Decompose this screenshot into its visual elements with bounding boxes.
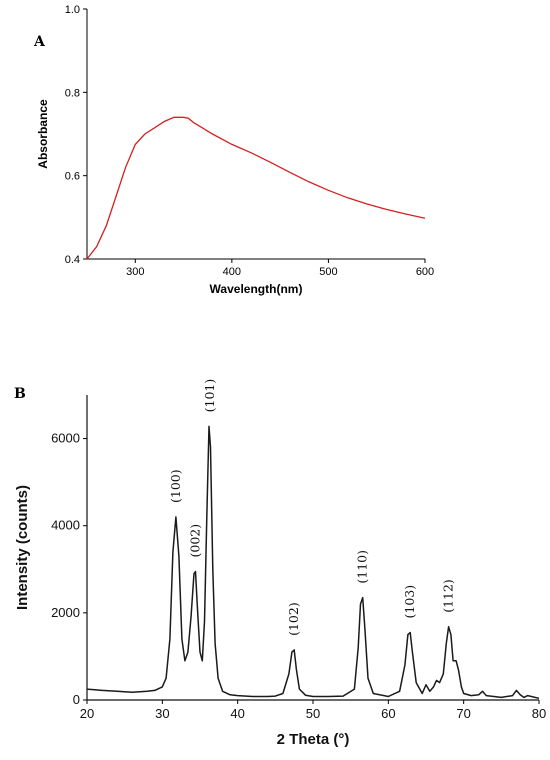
x-tick-label: 80 xyxy=(532,706,546,721)
peak-label: (103) xyxy=(402,585,417,619)
panel-b-label: B xyxy=(14,386,26,402)
x-tick-label: 600 xyxy=(416,266,434,278)
y-tick-label: 0 xyxy=(73,692,80,707)
peak-label: (100) xyxy=(168,469,183,503)
y-tick-label: 6000 xyxy=(51,431,80,446)
xrd-pattern-curve xyxy=(86,425,540,700)
xrd-x-ticks: 20 30 40 50 60 70 80 xyxy=(80,700,546,721)
xrd-peak-labels: (100) (002) (101) (102) (110) (103) (112) xyxy=(168,379,456,636)
y-tick-label: 0.8 xyxy=(65,87,80,99)
absorbance-curve xyxy=(86,116,426,260)
absorbance-x-axis-title: Wavelength(nm) xyxy=(210,282,303,296)
x-tick-label: 300 xyxy=(126,266,144,278)
x-tick-label: 400 xyxy=(223,266,241,278)
panel-a-label: A xyxy=(33,34,46,50)
xrd-y-axis-title: Intensity (counts) xyxy=(14,485,31,610)
x-tick-label: 20 xyxy=(80,706,94,721)
absorbance-y-ticks: 0.4 0.6 0.8 1.0 xyxy=(65,4,87,266)
absorbance-chart: 300 400 500 600 0.4 0.6 0.8 1.0 Wavelength(nm)… xyxy=(36,4,434,296)
y-tick-label: 0.6 xyxy=(65,171,80,183)
absorbance-y-axis-title: Absorbance xyxy=(36,99,50,169)
x-tick-label: 60 xyxy=(381,706,395,721)
x-tick-label: 500 xyxy=(319,266,337,278)
peak-label: (112) xyxy=(441,579,456,613)
peak-label: (102) xyxy=(286,602,301,636)
x-tick-label: 40 xyxy=(230,706,244,721)
x-tick-label: 70 xyxy=(456,706,470,721)
y-tick-label: 2000 xyxy=(51,605,80,620)
peak-label: (101) xyxy=(202,379,217,413)
xrd-y-ticks: 0 2000 4000 6000 xyxy=(51,431,87,707)
peak-label: (002) xyxy=(187,524,202,558)
x-tick-label: 30 xyxy=(155,706,169,721)
xrd-x-axis-title: 2 Theta (°) xyxy=(277,731,350,748)
absorbance-x-ticks: 300 400 500 600 xyxy=(126,259,434,278)
x-tick-label: 50 xyxy=(306,706,320,721)
y-tick-label: 1.0 xyxy=(65,4,80,16)
peak-label: (110) xyxy=(355,550,370,584)
y-tick-label: 0.4 xyxy=(65,254,80,266)
y-tick-label: 4000 xyxy=(51,518,80,533)
